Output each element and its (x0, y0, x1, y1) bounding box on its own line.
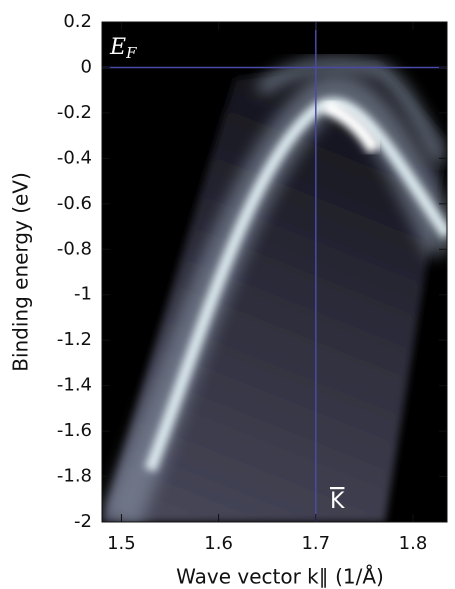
spectrum-image (102, 22, 447, 522)
y-tick-label: -1 (74, 284, 92, 305)
y-tick-label: -0.4 (57, 147, 92, 168)
x-tick-label: 1.7 (301, 533, 330, 554)
y-tick-label: -0.6 (57, 193, 92, 214)
y-tick-label: 0 (81, 56, 92, 77)
y-tick-label: -1.2 (57, 329, 92, 350)
x-tick-label: 1.6 (204, 533, 233, 554)
y-tick-label: -1.8 (57, 466, 92, 487)
chart: Wave vector k∥ (1/Å) Binding energy (eV)… (0, 0, 455, 589)
x-tick-label: 1.8 (399, 533, 428, 554)
y-tick-label: -1.4 (57, 375, 92, 396)
x-axis-label: Wave vector k∥ (1/Å) (176, 565, 384, 589)
x-tick-label: 1.5 (107, 533, 136, 554)
y-axis-label: Binding energy (eV) (9, 172, 33, 372)
y-tick-label: 0.2 (63, 11, 92, 32)
y-tick-label: -0.2 (57, 102, 92, 123)
y-tick-label: -2 (74, 511, 92, 532)
y-tick-label: -1.6 (57, 420, 92, 441)
k-point-label: K (330, 489, 345, 514)
y-tick-label: -0.8 (57, 238, 92, 259)
